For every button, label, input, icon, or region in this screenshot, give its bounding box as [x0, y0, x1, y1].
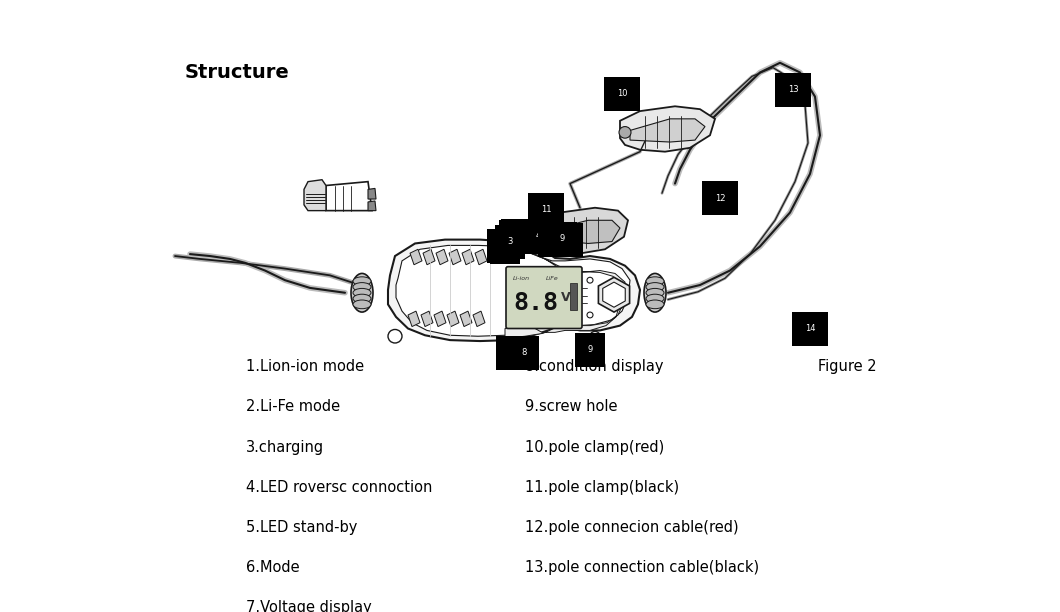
Polygon shape — [368, 201, 376, 211]
Text: 2: 2 — [517, 232, 523, 241]
Text: 6: 6 — [550, 235, 555, 244]
Text: 3: 3 — [508, 237, 513, 246]
Ellipse shape — [590, 332, 600, 341]
Bar — [570, 283, 577, 310]
Ellipse shape — [646, 283, 664, 291]
Polygon shape — [396, 245, 630, 336]
Polygon shape — [620, 106, 716, 152]
Text: 1: 1 — [502, 243, 508, 252]
Text: 4: 4 — [541, 232, 546, 241]
Ellipse shape — [353, 294, 371, 303]
Polygon shape — [305, 190, 328, 206]
Ellipse shape — [619, 127, 631, 138]
Text: 6.Mode: 6.Mode — [246, 560, 300, 575]
Polygon shape — [388, 240, 640, 341]
Text: 1: 1 — [499, 242, 505, 251]
Text: 13.pole connection cable(black): 13.pole connection cable(black) — [525, 560, 759, 575]
Text: 2: 2 — [513, 231, 518, 241]
Text: Structure: Structure — [186, 63, 289, 82]
Text: 9: 9 — [587, 345, 593, 354]
Text: 13: 13 — [788, 85, 798, 94]
Polygon shape — [423, 249, 435, 265]
Text: 4.LED roversc connoction: 4.LED roversc connoction — [246, 480, 432, 494]
Text: 12: 12 — [714, 193, 725, 203]
Polygon shape — [421, 311, 432, 327]
Polygon shape — [326, 182, 372, 211]
Ellipse shape — [646, 277, 664, 286]
Text: 3.charging: 3.charging — [246, 439, 324, 455]
Ellipse shape — [351, 274, 373, 312]
Text: 5.LED stand-by: 5.LED stand-by — [246, 520, 357, 535]
Text: 6: 6 — [555, 235, 561, 244]
Text: 9: 9 — [565, 235, 570, 244]
Ellipse shape — [644, 274, 666, 312]
Text: 1.Lion-ion mode: 1.Lion-ion mode — [246, 359, 364, 374]
Polygon shape — [475, 249, 487, 265]
Polygon shape — [550, 220, 620, 244]
Text: 14: 14 — [805, 324, 815, 333]
Ellipse shape — [646, 294, 664, 303]
Ellipse shape — [353, 288, 371, 297]
Polygon shape — [449, 249, 461, 265]
Ellipse shape — [388, 329, 402, 343]
Text: 8.condition display: 8.condition display — [525, 359, 664, 374]
Polygon shape — [603, 282, 625, 307]
Text: 11.pole clamp(black): 11.pole clamp(black) — [525, 480, 678, 494]
Text: 7: 7 — [509, 348, 514, 357]
Text: Li-ion: Li-ion — [513, 277, 530, 282]
Polygon shape — [473, 311, 485, 327]
Text: 9: 9 — [560, 234, 565, 243]
Ellipse shape — [646, 300, 664, 308]
Ellipse shape — [587, 312, 593, 318]
Polygon shape — [599, 277, 630, 312]
Ellipse shape — [353, 283, 371, 291]
Text: 8.8: 8.8 — [513, 291, 559, 315]
Ellipse shape — [353, 300, 371, 308]
Polygon shape — [408, 311, 420, 327]
Text: 9.screw hole: 9.screw hole — [525, 399, 617, 414]
Ellipse shape — [646, 288, 664, 297]
Polygon shape — [410, 249, 422, 265]
Text: Figure 2: Figure 2 — [818, 359, 877, 374]
Text: 2.Li-Fe mode: 2.Li-Fe mode — [246, 399, 340, 414]
Polygon shape — [436, 249, 448, 265]
Polygon shape — [447, 311, 459, 327]
Polygon shape — [434, 311, 446, 327]
Text: 8: 8 — [522, 348, 527, 357]
Text: 11: 11 — [541, 205, 551, 214]
Ellipse shape — [587, 277, 593, 283]
FancyBboxPatch shape — [506, 267, 582, 329]
Text: 10: 10 — [617, 89, 628, 98]
Text: 4: 4 — [535, 231, 541, 241]
Text: 3: 3 — [511, 232, 516, 241]
Polygon shape — [304, 180, 326, 211]
Text: LiFe: LiFe — [546, 277, 559, 282]
Ellipse shape — [353, 277, 371, 286]
Text: 7.Voltage display: 7.Voltage display — [246, 600, 372, 612]
Text: V: V — [561, 291, 571, 304]
Text: 12.pole connecion cable(red): 12.pole connecion cable(red) — [525, 520, 739, 535]
Ellipse shape — [538, 226, 551, 237]
Polygon shape — [630, 119, 705, 142]
Text: 10.pole clamp(red): 10.pole clamp(red) — [525, 439, 664, 455]
Polygon shape — [540, 207, 628, 253]
Polygon shape — [460, 311, 472, 327]
Polygon shape — [462, 249, 474, 265]
Polygon shape — [368, 188, 376, 199]
Polygon shape — [505, 249, 625, 338]
